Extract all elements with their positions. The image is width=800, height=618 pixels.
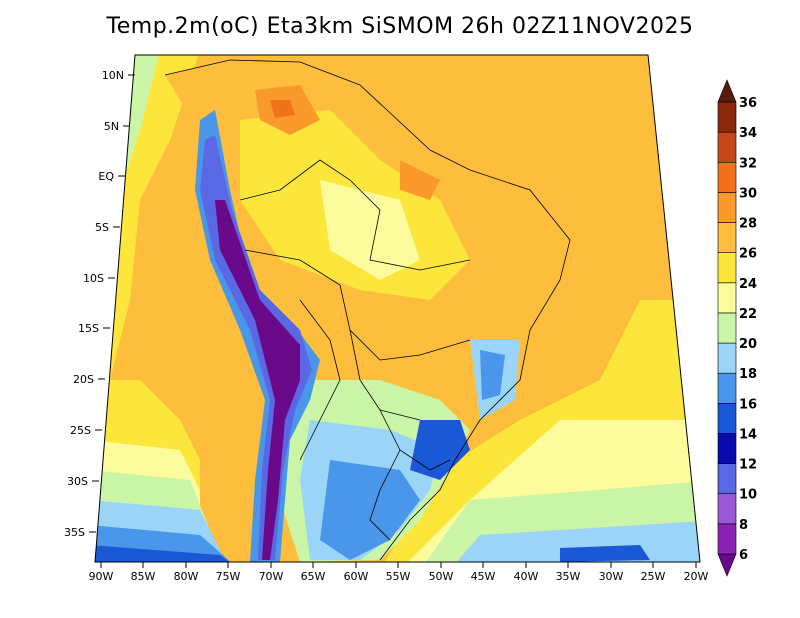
colorbar-segment [717,493,737,525]
latitude-axis: 10N 5N EQ 5S 10S 15S 20S 25S 30S 35S [64,69,135,539]
lat-tick: 5N [104,120,130,133]
lon-tick: 65W [301,562,326,583]
colorbar-segment [717,252,737,284]
temperature-colorbar: 6 8 10 12 14 16 18 20 22 24 26 28 30 32 34 36 [717,79,757,577]
colorbar-segment [717,433,737,464]
lat-tick: 25S [70,424,102,437]
lon-tick: 70W [259,562,284,583]
lat-tick: 15S [78,322,110,335]
colorbar-label: 10 [739,488,757,503]
svg-text:5S: 5S [95,221,109,234]
colorbar-label: 14 [739,427,757,442]
lon-tick: 60W [344,562,369,583]
colorbar-label: 32 [739,156,757,171]
svg-text:50W: 50W [429,570,454,583]
svg-text:35W: 35W [556,570,581,583]
lat-tick: 35S [64,526,96,539]
colorbar-segment [717,342,737,374]
colorbar-label: 30 [739,186,757,201]
colorbar-min-arrow [717,553,737,577]
colorbar-segment [717,222,737,253]
svg-text:90W: 90W [89,570,114,583]
svg-text:60W: 60W [344,570,369,583]
colorbar-segment [717,161,737,193]
lon-tick: 25W [641,562,666,583]
svg-text:65W: 65W [301,570,326,583]
lon-tick: 55W [386,562,411,583]
svg-text:45W: 45W [471,570,496,583]
lat-tick: EQ [98,170,125,183]
colorbar-segment [717,282,737,314]
lon-tick: 30W [599,562,624,583]
svg-text:EQ: EQ [98,170,114,183]
map-frame [94,54,701,563]
svg-text:20S: 20S [73,373,94,386]
lat-tick: 30S [67,475,99,488]
svg-text:25W: 25W [641,570,666,583]
longitude-axis: 90W 85W 80W 75W 70W 65W 60W 55W 50W 45W … [89,562,709,583]
svg-text:35S: 35S [64,526,85,539]
colorbar-label: 6 [739,548,748,563]
lon-tick: 35W [556,562,581,583]
colorbar-segment [717,131,737,163]
colorbar-label: 28 [739,217,757,232]
colorbar-label: 36 [739,96,757,111]
svg-text:30S: 30S [67,475,88,488]
lon-tick: 20W [684,562,709,583]
lon-tick: 40W [514,562,539,583]
svg-text:25S: 25S [70,424,91,437]
colorbar-segment [717,523,737,555]
colorbar-segment [717,101,737,133]
svg-text:75W: 75W [216,570,241,583]
svg-text:15S: 15S [78,322,99,335]
colorbar-segment [717,192,737,223]
lon-tick: 90W [89,562,114,583]
svg-text:40W: 40W [514,570,539,583]
colorbar-segment [717,372,737,404]
lat-tick: 20S [73,373,105,386]
lon-tick: 80W [174,562,199,583]
colorbar-segment [717,403,737,434]
map-title: Temp.2m(oC) Eta3km SiSMOM 26h 02Z11NOV20… [106,14,694,39]
svg-text:10S: 10S [83,272,104,285]
svg-text:85W: 85W [131,570,156,583]
colorbar-max-arrow [717,79,737,103]
lon-tick: 45W [471,562,496,583]
colorbar-label: 20 [739,337,757,352]
colorbar-label: 26 [739,247,757,262]
svg-text:20W: 20W [684,570,709,583]
svg-text:10N: 10N [102,69,124,82]
lon-tick: 75W [216,562,241,583]
colorbar-label: 22 [739,307,757,322]
lon-tick: 50W [429,562,454,583]
colorbar-label: 34 [739,126,757,141]
colorbar-segment [717,463,737,495]
colorbar-segment [717,312,737,344]
lat-tick: 5S [95,221,120,234]
svg-text:80W: 80W [174,570,199,583]
colorbar-label: 12 [739,458,757,473]
temperature-field [95,55,700,562]
colorbar-label: 18 [739,367,757,382]
lat-tick: 10S [83,272,115,285]
lat-tick: 10N [102,69,135,82]
country-borders [164,59,571,561]
colorbar-label: 16 [739,397,757,412]
svg-text:5N: 5N [104,120,119,133]
svg-text:55W: 55W [386,570,411,583]
svg-text:70W: 70W [259,570,284,583]
colorbar-label: 24 [739,277,757,292]
svg-text:30W: 30W [599,570,624,583]
lon-tick: 85W [131,562,156,583]
colorbar-label: 8 [739,518,748,533]
